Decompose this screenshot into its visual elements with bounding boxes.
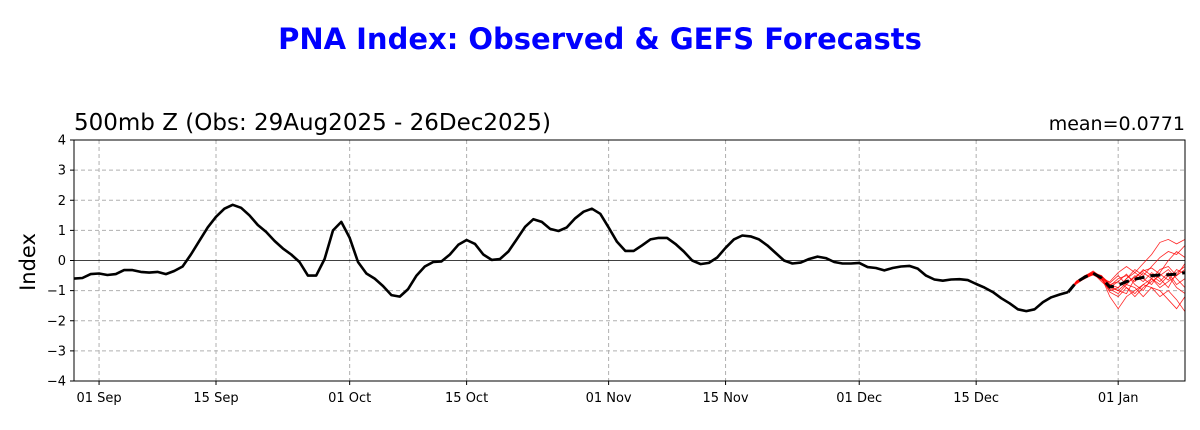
y-tick-label: 0 xyxy=(58,254,66,269)
mean-annotation: mean=0.0771 xyxy=(1048,113,1185,135)
x-tick-label: 01 Dec xyxy=(836,391,882,406)
x-axis-ticks: 01 Sep 15 Sep 01 Oct 15 Oct 01 Nov 15 Nov 01 D… xyxy=(76,381,1139,406)
y-tick-label: −3 xyxy=(47,344,66,359)
y-tick-label: 3 xyxy=(58,164,66,179)
x-tick-label: 01 Oct xyxy=(328,391,371,406)
ensemble-mean-line xyxy=(1066,271,1186,294)
chart-title: PNA Index: Observed & GEFS Forecasts xyxy=(278,22,922,56)
x-tick-label: 15 Oct xyxy=(445,391,488,406)
y-tick-label: 4 xyxy=(58,134,66,149)
ensemble-member-line xyxy=(1067,250,1186,293)
y-axis-ticks: 4 3 2 1 0 −1 −2 −3 −4 xyxy=(47,134,74,390)
y-tick-label: 2 xyxy=(58,194,66,209)
chart-subtitle: 500mb Z (Obs: 29Aug2025 - 26Dec2025) xyxy=(74,110,551,136)
x-tick-label: 01 Nov xyxy=(586,391,632,406)
x-tick-label: 15 Sep xyxy=(193,391,238,406)
y-tick-label: −1 xyxy=(47,284,66,299)
x-tick-label: 15 Nov xyxy=(703,391,749,406)
y-tick-label: −2 xyxy=(47,314,66,329)
x-tick-label: 01 Jan xyxy=(1098,391,1139,406)
x-tick-label: 15 Dec xyxy=(953,391,999,406)
x-tick-label: 01 Sep xyxy=(76,391,121,406)
y-tick-label: −4 xyxy=(47,375,66,390)
observed-line xyxy=(73,203,1069,313)
y-axis-label: Index xyxy=(16,233,40,291)
y-tick-label: 1 xyxy=(58,224,66,239)
